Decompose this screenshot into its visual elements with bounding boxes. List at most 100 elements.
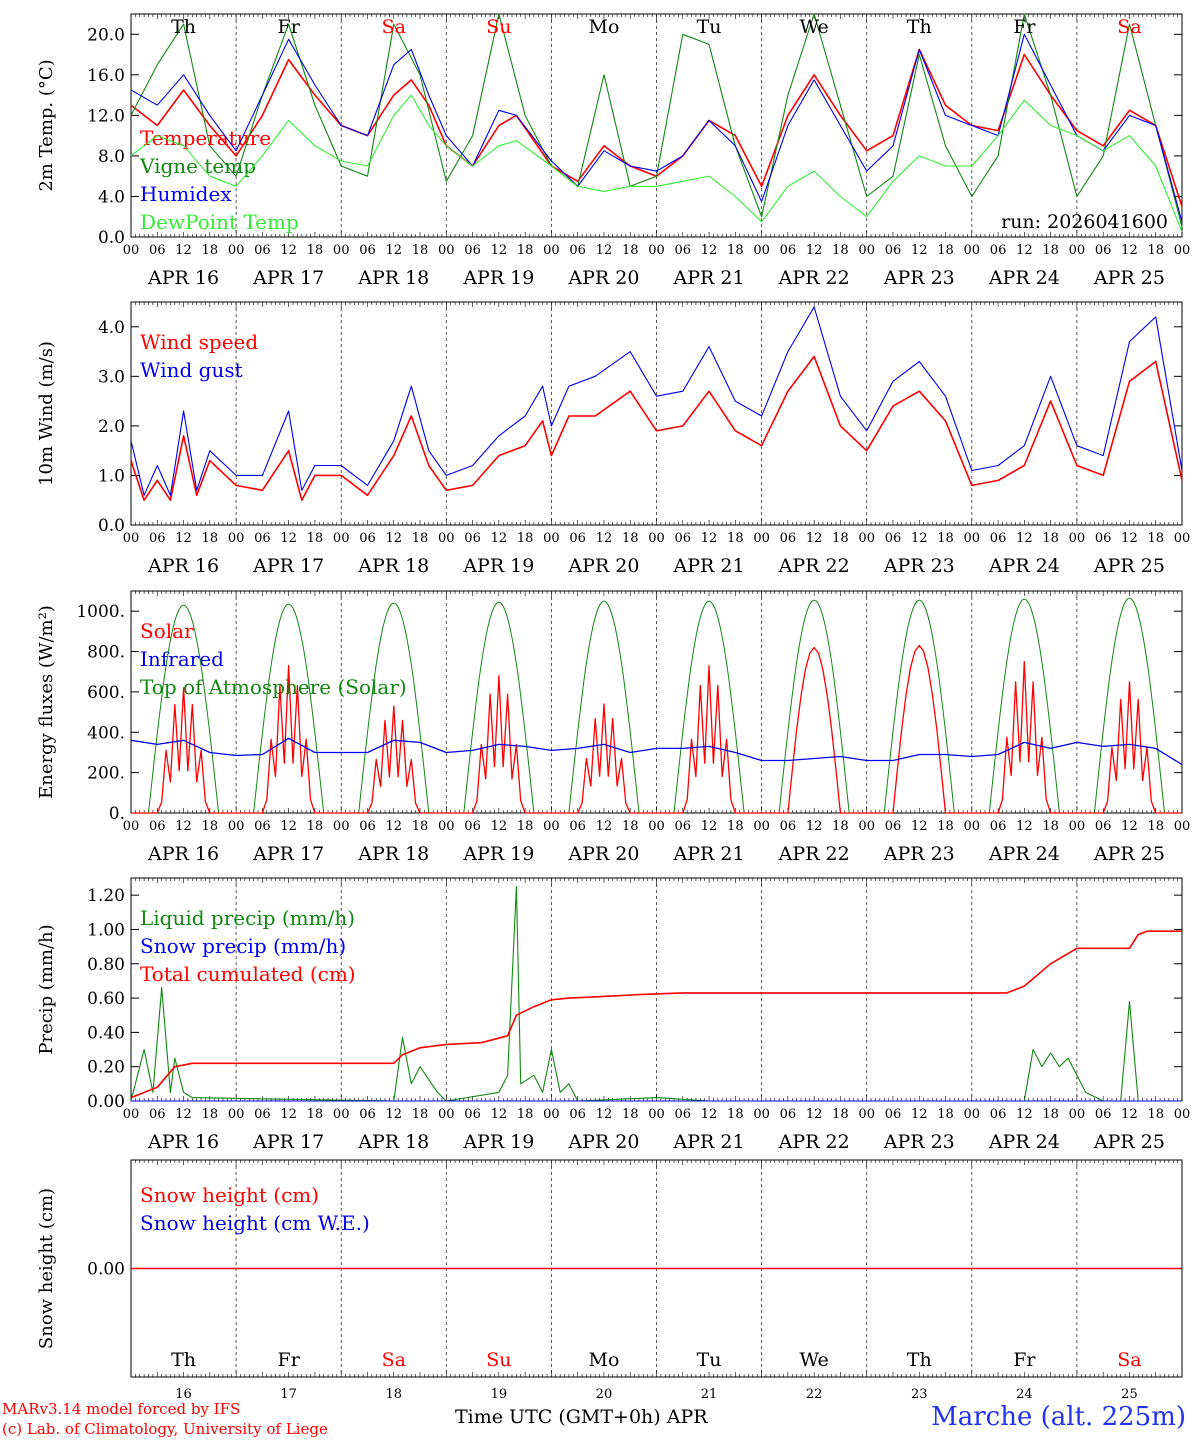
temperature-hour-label: 12: [1121, 243, 1138, 258]
snow-day-number: 25: [1121, 1387, 1138, 1402]
toa-solar-line: [673, 600, 745, 814]
wind-hour-label: 00: [1174, 531, 1191, 546]
precip-panel: 0.00 0.20 0.40 0.60 0.80 1.00 1.20 Precip (mm/h…: [36, 877, 1190, 1153]
temperature-frame: [130, 13, 1183, 238]
precip-hour-label: 12: [806, 1107, 823, 1122]
energy-hour-label: 18: [622, 819, 639, 834]
temperature-date-label: APR 16: [147, 267, 219, 289]
energy-hour-label: 06: [780, 819, 797, 834]
wind-hour-label: 06: [464, 531, 481, 546]
temperature-hour-label: 12: [1016, 243, 1033, 258]
energy-hour-label: 00: [753, 819, 770, 834]
wind-hour-label: 12: [1016, 531, 1033, 546]
temperature-hour-label: 18: [307, 243, 324, 258]
temperature-hour-label: 12: [385, 243, 402, 258]
temperature-legend-entry: Temperature: [140, 126, 271, 150]
snow-day-number: 23: [911, 1387, 928, 1402]
wind-hour-label: 06: [885, 531, 902, 546]
wind-hour-label: 00: [964, 531, 981, 546]
temperature-hour-label: 00: [123, 243, 140, 258]
precip-hour-label: 00: [1069, 1107, 1086, 1122]
precip-hour-label: 18: [1042, 1107, 1059, 1122]
precip-legend-entry: Snow precip (mm/h): [140, 934, 346, 958]
energy-hour-label: 18: [202, 819, 219, 834]
precip-date-label: APR 21: [673, 1131, 745, 1153]
wind-date-label: APR 18: [357, 555, 429, 577]
energy-legend-entry: Infrared: [140, 647, 224, 671]
temperature-date-label: APR 20: [567, 267, 639, 289]
snow-y-axis-label: Snow height (cm): [36, 1188, 57, 1349]
precip-date-label: APR 19: [462, 1131, 534, 1153]
energy-hour-label: 18: [832, 819, 849, 834]
precip-legend-entry: Liquid precip (mm/h): [140, 906, 355, 930]
wind-speed-line: [130, 355, 1183, 502]
temperature-date-label: APR 17: [252, 267, 324, 289]
precip-hour-label: 12: [491, 1107, 508, 1122]
precip-hour-label: 00: [753, 1107, 770, 1122]
precip-hour-label: 06: [359, 1107, 376, 1122]
wind-hour-label: 06: [254, 531, 271, 546]
temperature-date-label: APR 25: [1093, 267, 1165, 289]
energy-hour-label: 06: [675, 819, 692, 834]
energy-hour-label: 12: [491, 819, 508, 834]
toa-solar-line: [778, 599, 850, 814]
wind-date-label: APR 25: [1093, 555, 1165, 577]
energy-date-label: APR 24: [988, 843, 1060, 865]
wind-y-tick-label: 3.0: [98, 367, 125, 387]
wind-hour-label: 00: [858, 531, 875, 546]
wind-date-label: APR 20: [567, 555, 639, 577]
wind-hour-label: 18: [832, 531, 849, 546]
energy-hour-label: 06: [359, 819, 376, 834]
energy-hour-label: 12: [806, 819, 823, 834]
snow-day-name: We: [800, 1349, 829, 1371]
snow-legend-entry: Snow height (cm W.E.): [140, 1211, 370, 1235]
precip-hour-label: 00: [648, 1107, 665, 1122]
wind-hour-label: 06: [569, 531, 586, 546]
energy-hour-label: 18: [1042, 819, 1059, 834]
precip-hour-label: 12: [385, 1107, 402, 1122]
energy-hour-label: 06: [254, 819, 271, 834]
temperature-hour-label: 18: [1147, 243, 1164, 258]
energy-hour-label: 18: [412, 819, 429, 834]
temperature-hour-label: 06: [885, 243, 902, 258]
temperature-hour-label: 12: [911, 243, 928, 258]
snow-day-number: 20: [596, 1387, 613, 1402]
energy-hour-label: 06: [569, 819, 586, 834]
run-label: run: 2026041600: [1001, 211, 1168, 233]
toa-solar-line: [1093, 597, 1165, 814]
temperature-hour-label: 18: [622, 243, 639, 258]
energy-legend-entry: Top of Atmosphere (Solar): [140, 675, 407, 699]
wind-hour-label: 06: [675, 531, 692, 546]
temperature-hour-label: 06: [569, 243, 586, 258]
energy-hour-label: 00: [858, 819, 875, 834]
energy-hour-label: 06: [149, 819, 166, 834]
wind-date-label: APR 23: [883, 555, 955, 577]
precip-y-tick-label: 0.40: [87, 1023, 125, 1043]
snow-day-number: 22: [806, 1387, 823, 1402]
temperature-hour-label: 12: [596, 243, 613, 258]
wind-gust-line: [130, 306, 1183, 496]
precip-hour-label: 00: [543, 1107, 560, 1122]
precip-hour-label: 06: [885, 1107, 902, 1122]
wind-hour-label: 06: [359, 531, 376, 546]
energy-y-tick-label: 200.: [87, 764, 125, 784]
energy-hour-label: 18: [727, 819, 744, 834]
precip-hour-label: 18: [202, 1107, 219, 1122]
liquid-precip-mm-h-line: [130, 886, 1182, 1102]
precip-hour-label: 12: [596, 1107, 613, 1122]
temperature-hour-label: 00: [753, 243, 770, 258]
temperature-hour-label: 00: [543, 243, 560, 258]
wind-hour-label: 00: [228, 531, 245, 546]
energy-hour-label: 06: [464, 819, 481, 834]
snow-day-name: Tu: [697, 1349, 722, 1371]
energy-y-tick-label: 0.: [109, 804, 125, 824]
precip-date-label: APR 24: [988, 1131, 1060, 1153]
temperature-hour-label: 06: [464, 243, 481, 258]
snow-day-number: 19: [491, 1387, 508, 1402]
snow-day-name: Sa: [1117, 1349, 1141, 1371]
energy-date-label: APR 23: [883, 843, 955, 865]
wind-hour-label: 18: [517, 531, 534, 546]
snow-day-name: Mo: [588, 1349, 619, 1371]
snow-day-number: 24: [1016, 1387, 1033, 1402]
